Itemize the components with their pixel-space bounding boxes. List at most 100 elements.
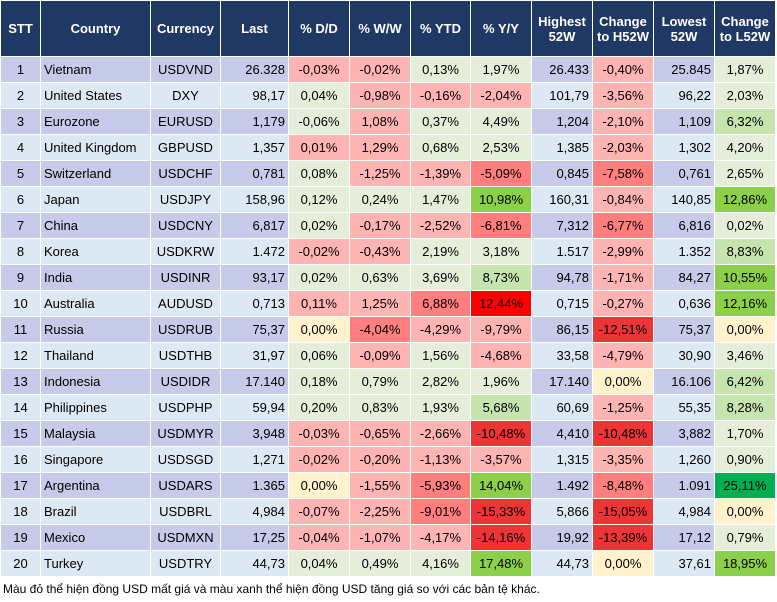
cell-cl: 25,11% (714, 472, 776, 499)
cell-yy: 5,68% (470, 394, 532, 421)
cell-ww: -0,20% (349, 446, 411, 473)
cell-cl: 0,90% (714, 446, 776, 473)
cell-ytd: 6,88% (410, 290, 471, 317)
cell-currency: USDMYR (150, 420, 221, 447)
cell-ch: -15,05% (592, 498, 654, 525)
cell-ch: -13,39% (592, 524, 654, 551)
cell-ch: -7,58% (592, 160, 654, 187)
cell-country: Mexico (40, 524, 151, 551)
table-row: 15 Malaysia USDMYR 3,948 -0,03% -0,65% -2,66% -… (0, 420, 776, 447)
cell-country: Philippines (40, 394, 151, 421)
table-row: 2 United States DXY 98,17 0,04% -0,98% -0,16% -… (0, 82, 776, 109)
cell-currency: USDBRL (150, 498, 221, 525)
cell-low: 96,22 (653, 82, 715, 109)
cell-currency: USDTRY (150, 550, 221, 577)
cell-yy: -14,16% (470, 524, 532, 551)
cell-low: 140,85 (653, 186, 715, 213)
table-row: 4 United Kingdom GBPUSD 1,357 0,01% 1,29% 0,68… (0, 134, 776, 161)
cell-currency: USDINR (150, 264, 221, 291)
cell-cl: 10,55% (714, 264, 776, 291)
cell-ytd: -9,01% (410, 498, 471, 525)
fx-table: STT Country Currency Last% D/D% W/W% YTD% Y… (0, 0, 776, 577)
cell-low: 1,260 (653, 446, 715, 473)
cell-high: 0,845 (531, 160, 593, 187)
cell-last: 31,97 (220, 342, 289, 369)
cell-cl: 12,86% (714, 186, 776, 213)
cell-last: 26.328 (220, 56, 289, 83)
cell-last: 44,73 (220, 550, 289, 577)
table-row: 11 Russia USDRUB 75,37 0,00% -4,04% -4,29% -9,7… (0, 316, 776, 343)
cell-stt: 8 (0, 238, 41, 265)
cell-currency: USDMXN (150, 524, 221, 551)
table-row: 17 Argentina USDARS 1.365 0,00% -1,55% -5,93% 1… (0, 472, 776, 499)
cell-dd: 0,04% (288, 82, 350, 109)
cell-cl: 3,46% (714, 342, 776, 369)
cell-last: 0,781 (220, 160, 289, 187)
column-header: Currency (150, 0, 221, 57)
cell-ytd: -2,52% (410, 212, 471, 239)
cell-ytd: 0,37% (410, 108, 471, 135)
cell-ww: 1,25% (349, 290, 411, 317)
cell-last: 1.365 (220, 472, 289, 499)
table-row: 16 Singapore USDSGD 1,271 -0,02% -0,20% -1,13%… (0, 446, 776, 473)
cell-ytd: -5,93% (410, 472, 471, 499)
cell-ytd: 3,69% (410, 264, 471, 291)
cell-stt: 11 (0, 316, 41, 343)
cell-yy: -6,81% (470, 212, 532, 239)
cell-high: 33,58 (531, 342, 593, 369)
cell-ytd: 2,82% (410, 368, 471, 395)
cell-high: 1.492 (531, 472, 593, 499)
table-row: 10 Australia AUDUSD 0,713 0,11% 1,25% 6,88% 12,… (0, 290, 776, 317)
cell-currency: USDCNY (150, 212, 221, 239)
cell-low: 25.845 (653, 56, 715, 83)
table-row: 5 Switzerland USDCHF 0,781 0,08% -1,25% -1,39%… (0, 160, 776, 187)
cell-dd: -0,02% (288, 238, 350, 265)
cell-dd: -0,02% (288, 446, 350, 473)
cell-high: 1,385 (531, 134, 593, 161)
column-header: % D/D (288, 0, 350, 57)
cell-cl: 6,32% (714, 108, 776, 135)
cell-dd: 0,01% (288, 134, 350, 161)
cell-country: Brazil (40, 498, 151, 525)
cell-yy: -10,48% (470, 420, 532, 447)
cell-high: 44,73 (531, 550, 593, 577)
cell-ytd: -1,39% (410, 160, 471, 187)
cell-ch: -2,03% (592, 134, 654, 161)
cell-low: 3,882 (653, 420, 715, 447)
cell-low: 55,35 (653, 394, 715, 421)
cell-stt: 20 (0, 550, 41, 577)
cell-ch: -12,51% (592, 316, 654, 343)
cell-stt: 6 (0, 186, 41, 213)
cell-dd: 0,08% (288, 160, 350, 187)
cell-dd: 0,02% (288, 264, 350, 291)
cell-country: Thailand (40, 342, 151, 369)
cell-high: 26.433 (531, 56, 593, 83)
cell-cl: 0,00% (714, 498, 776, 525)
column-header: % YTD (410, 0, 471, 57)
cell-currency: USDRUB (150, 316, 221, 343)
cell-country: United States (40, 82, 151, 109)
cell-low: 30,90 (653, 342, 715, 369)
cell-ch: -0,40% (592, 56, 654, 83)
cell-low: 4,984 (653, 498, 715, 525)
cell-low: 0,761 (653, 160, 715, 187)
cell-yy: 2,53% (470, 134, 532, 161)
cell-high: 5,866 (531, 498, 593, 525)
table-header-row: STT Country Currency Last% D/D% W/W% YTD% Y… (0, 0, 776, 57)
table-row: 18 Brazil USDBRL 4,984 -0,07% -2,25% -9,01% -15… (0, 498, 776, 525)
cell-low: 37,61 (653, 550, 715, 577)
cell-ww: 0,49% (349, 550, 411, 577)
cell-currency: USDJPY (150, 186, 221, 213)
cell-yy: -4,68% (470, 342, 532, 369)
cell-cl: 1,87% (714, 56, 776, 83)
table-row: 12 Thailand USDTHB 31,97 0,06% -0,09% 1,56% -4,… (0, 342, 776, 369)
cell-low: 16.106 (653, 368, 715, 395)
cell-ww: -1,55% (349, 472, 411, 499)
cell-currency: USDTHB (150, 342, 221, 369)
cell-country: Japan (40, 186, 151, 213)
cell-last: 17.140 (220, 368, 289, 395)
cell-stt: 7 (0, 212, 41, 239)
cell-last: 17,25 (220, 524, 289, 551)
cell-cl: 2,03% (714, 82, 776, 109)
cell-ww: 0,83% (349, 394, 411, 421)
